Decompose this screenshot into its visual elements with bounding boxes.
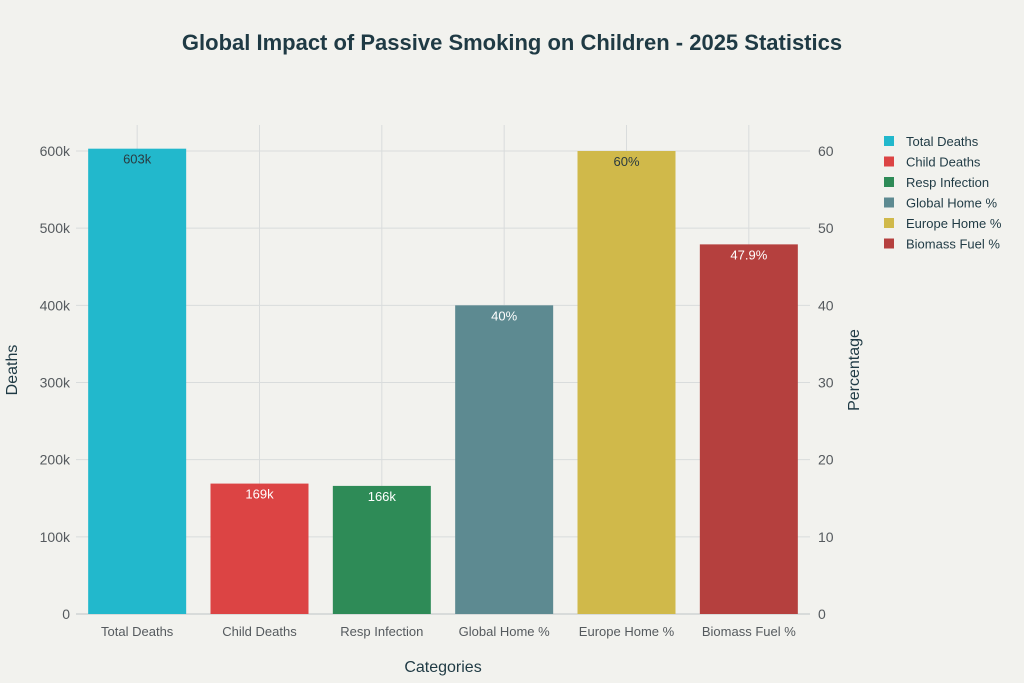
y2-tick-label: 50	[818, 220, 834, 236]
legend-swatch	[884, 197, 894, 208]
legend-swatch	[884, 136, 894, 146]
bar-data-label: 169k	[245, 487, 274, 502]
bar	[699, 244, 798, 614]
bars: 603k 169k 166k 40% 60% 47.9%	[88, 148, 798, 614]
x-axis-ticks: Total Deaths Child Deaths Resp Infection Gl…	[101, 624, 796, 639]
y-tick-label: 400k	[40, 297, 71, 313]
x-tick-label: Global Home %	[459, 624, 550, 639]
bar	[332, 485, 431, 614]
bar	[210, 483, 309, 614]
bar	[455, 305, 554, 614]
y2-tick-label: 30	[818, 375, 834, 391]
y-tick-label: 600k	[40, 143, 71, 159]
legend-entry: Total Deaths	[906, 134, 979, 149]
bar-data-label: 47.9%	[730, 247, 767, 262]
y2-tick-label: 10	[818, 529, 834, 545]
x-tick-label: Europe Home %	[579, 624, 675, 639]
chart-title: Global Impact of Passive Smoking on Chil…	[182, 30, 842, 55]
y2-tick-label: 20	[818, 452, 834, 468]
y2-axis-title: Percentage	[846, 329, 863, 411]
y-axis-ticks: 0 100k 200k 300k 400k 500k 600k	[40, 143, 71, 622]
y2-tick-label: 0	[818, 606, 826, 622]
y2-tick-label: 60	[818, 143, 834, 159]
x-tick-label: Total Deaths	[101, 624, 174, 639]
y-axis-title: Deaths	[4, 345, 21, 396]
y2-axis-ticks: 0 10 20 30 40 50 60	[818, 143, 834, 622]
bar	[88, 148, 187, 614]
y2-tick-label: 40	[818, 297, 834, 313]
bar-data-label: 603k	[123, 152, 152, 167]
legend-swatch	[884, 177, 894, 187]
y-tick-label: 100k	[40, 529, 71, 545]
y-tick-label: 0	[62, 606, 70, 622]
legend-entry: Resp Infection	[906, 175, 989, 190]
legend-swatch	[884, 218, 894, 228]
legend-entry: Biomass Fuel %	[906, 237, 1000, 252]
legend-swatch	[884, 238, 894, 249]
y-tick-label: 300k	[40, 375, 71, 391]
x-axis-title: Categories	[404, 659, 481, 676]
legend-entry: Global Home %	[906, 196, 997, 211]
legend-swatch	[884, 156, 894, 167]
legend-entry: Europe Home %	[906, 216, 1002, 231]
bar-data-label: 166k	[368, 489, 397, 504]
legend-entry: Child Deaths	[906, 155, 981, 170]
bar	[577, 151, 676, 614]
x-tick-label: Resp Infection	[340, 624, 423, 639]
y-tick-label: 500k	[40, 220, 71, 236]
bar-data-label: 60%	[613, 154, 639, 169]
x-tick-label: Biomass Fuel %	[702, 624, 796, 639]
bar-data-label: 40%	[491, 308, 517, 323]
legend: Total Deaths Child Deaths Resp Infection Gl…	[884, 134, 1002, 252]
y-tick-label: 200k	[40, 452, 71, 468]
x-tick-label: Child Deaths	[222, 624, 297, 639]
